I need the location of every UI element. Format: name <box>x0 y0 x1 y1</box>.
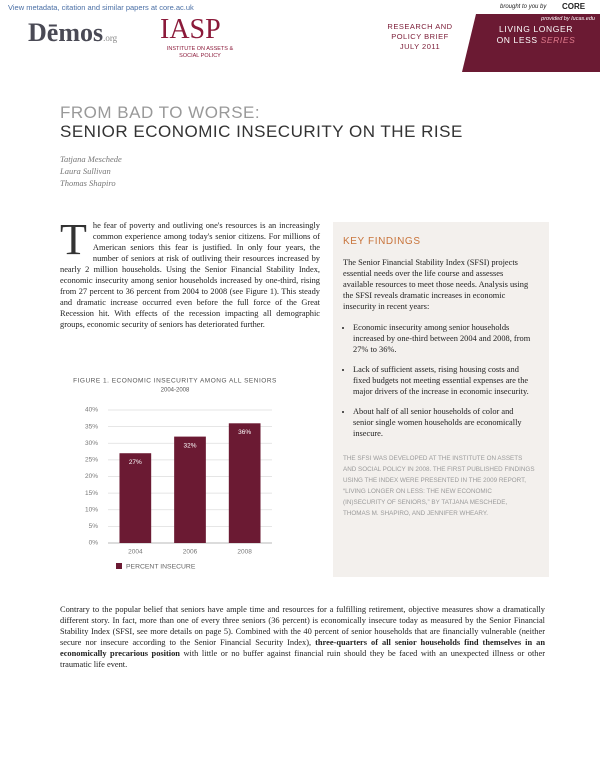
bar <box>174 436 206 543</box>
brought-by: brought to you by <box>500 4 547 10</box>
drop-cap: T <box>60 215 87 264</box>
key-findings-intro: The Senior Financial Stability Index (SF… <box>343 258 529 311</box>
top-bar: View metadata, citation and similar pape… <box>0 0 600 14</box>
key-findings-box: KEY FINDINGS The Senior Financial Stabil… <box>333 222 549 577</box>
core-link[interactable]: View metadata, citation and similar pape… <box>8 3 194 12</box>
core-logo: CORE <box>562 2 586 11</box>
value-label: 32% <box>183 442 196 449</box>
demos-logo: Dēmos.org <box>28 18 117 48</box>
y-tick-label: 25% <box>85 457 98 464</box>
y-tick-label: 5% <box>89 523 99 530</box>
author: Tatjana Meschede <box>60 154 122 164</box>
chart: FIGURE 1. ECONOMIC INSECURITY AMONG ALL … <box>73 378 277 571</box>
y-tick-label: 40% <box>85 407 98 414</box>
y-tick-label: 0% <box>89 540 99 547</box>
y-tick-label: 35% <box>85 423 98 430</box>
y-tick-label: 20% <box>85 473 98 480</box>
chart-title: FIGURE 1. ECONOMIC INSECURITY AMONG ALL … <box>73 378 277 385</box>
series-box <box>462 14 600 72</box>
authors: Tatjana Meschede Laura Sullivan Thomas S… <box>60 153 122 189</box>
legend-label: PERCENT INSECURE <box>126 563 196 570</box>
closing-text: Contrary to the popular belief that seni… <box>60 605 545 647</box>
series-line: LIVING LONGER <box>499 24 573 34</box>
series-band <box>462 14 600 72</box>
x-tick-label: 2004 <box>128 549 143 556</box>
y-tick-label: 15% <box>85 490 98 497</box>
iasp-name: INSTITUTE ON ASSETS & SOCIAL POLICY <box>166 46 234 59</box>
finding: Lack of sufficient assets, rising housin… <box>353 364 535 397</box>
series-title: LIVING LONGER ON LESS SERIES <box>478 24 594 46</box>
brief-line: POLICY BRIEF <box>391 32 449 41</box>
closing: Contrary to the popular belief that seni… <box>60 604 545 670</box>
series-text: ON LESS <box>496 35 538 45</box>
demos-suffix: .org <box>103 33 118 43</box>
title-kicker: FROM BAD TO WORSE: <box>60 103 261 122</box>
bar <box>228 423 261 543</box>
x-tick-label: 2008 <box>237 549 252 556</box>
series-line: ON LESS SERIES <box>478 35 594 46</box>
legend-swatch <box>116 563 122 569</box>
key-findings-list: Economic insecurity among senior househo… <box>333 322 535 439</box>
y-tick-label: 30% <box>85 440 98 447</box>
key-findings-note: THE SFSI WAS DEVELOPED AT THE INSTITUTE … <box>343 455 535 517</box>
closing-text: with little or no buffer against financi… <box>60 649 546 669</box>
series-word: SERIES <box>540 35 576 45</box>
value-label: 27% <box>129 459 142 466</box>
brief-line: JULY 2011 <box>399 42 441 51</box>
finding: About half of all senior households of c… <box>353 406 535 439</box>
key-findings-heading: KEY FINDINGS <box>343 236 421 247</box>
y-tick-label: 10% <box>85 506 98 513</box>
provided-by: provided by Iucas.edu <box>541 16 595 22</box>
bar <box>119 453 152 543</box>
brief-line: RESEARCH AND <box>387 22 453 31</box>
chart-subtitle: 2004-2008 <box>161 388 190 394</box>
intro-text: he fear of poverty and outliving one's r… <box>60 221 320 329</box>
closing-bold: three-quarters of all senior households … <box>60 638 545 658</box>
brief-info: RESEARCH AND POLICY BRIEF JULY 2011 <box>370 22 470 52</box>
demos-name: Dēmos <box>28 18 104 47</box>
author: Thomas Shapiro <box>60 178 116 188</box>
iasp-logo: IASP <box>160 14 221 45</box>
value-label: 36% <box>238 429 251 436</box>
finding: Economic insecurity among senior househo… <box>353 322 535 355</box>
author: Laura Sullivan <box>60 166 111 176</box>
x-tick-label: 2006 <box>183 549 198 556</box>
title-main: SENIOR ECONOMIC INSECURITY ON THE RISE <box>60 122 463 141</box>
